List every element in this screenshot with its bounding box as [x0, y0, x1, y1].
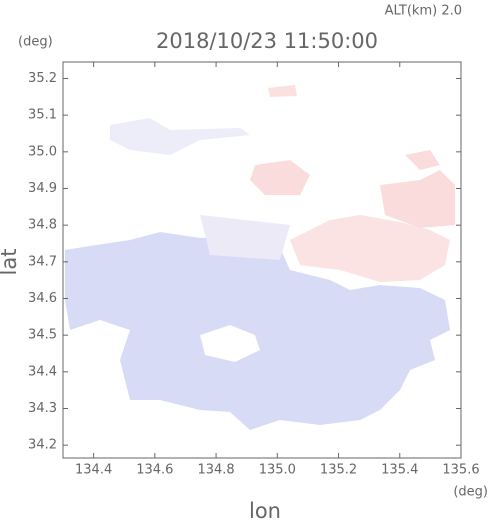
plot-frame [62, 61, 462, 459]
x-tick-label: 135.0 [259, 463, 296, 478]
y-tick-label: 35.2 [28, 71, 57, 86]
y-unit: (deg) [18, 35, 53, 50]
x-tick-label: 134.4 [75, 463, 112, 478]
positive-echo [268, 85, 297, 97]
negative-echo [110, 118, 250, 155]
x-tick-label: 134.6 [136, 463, 173, 478]
mixed-echo [200, 215, 290, 260]
y-tick-label: 34.8 [28, 218, 57, 233]
y-tick-label: 34.9 [28, 181, 57, 196]
x-axis-label: lon [249, 499, 281, 521]
x-tick-label: 134.8 [197, 463, 234, 478]
x-unit: (deg) [453, 485, 488, 500]
y-tick-label: 34.2 [28, 438, 57, 453]
y-axis-label: lat [0, 249, 21, 276]
altitude-label: ALT(km) 2.0 [385, 4, 462, 19]
x-tick-label: 135.4 [381, 463, 418, 478]
y-tick-label: 35.1 [28, 108, 57, 123]
echo-field [65, 85, 455, 430]
positive-echo [290, 215, 450, 282]
positive-echo [380, 170, 455, 228]
y-tick-label: 34.7 [28, 254, 57, 269]
y-tick-label: 34.5 [28, 328, 57, 343]
negative-echo [65, 232, 450, 430]
positive-echo [250, 160, 310, 195]
gap [200, 325, 260, 362]
y-tick-label: 35.0 [28, 144, 57, 159]
y-tick-label: 34.6 [28, 291, 57, 306]
x-tick-label: 135.2 [320, 463, 357, 478]
positive-echo [405, 150, 440, 170]
y-tick-label: 34.3 [28, 401, 57, 416]
chart-title: 2018/10/23 11:50:00 [156, 29, 378, 53]
y-tick-label: 34.4 [28, 364, 57, 379]
x-tick-label: 135.6 [442, 463, 479, 478]
